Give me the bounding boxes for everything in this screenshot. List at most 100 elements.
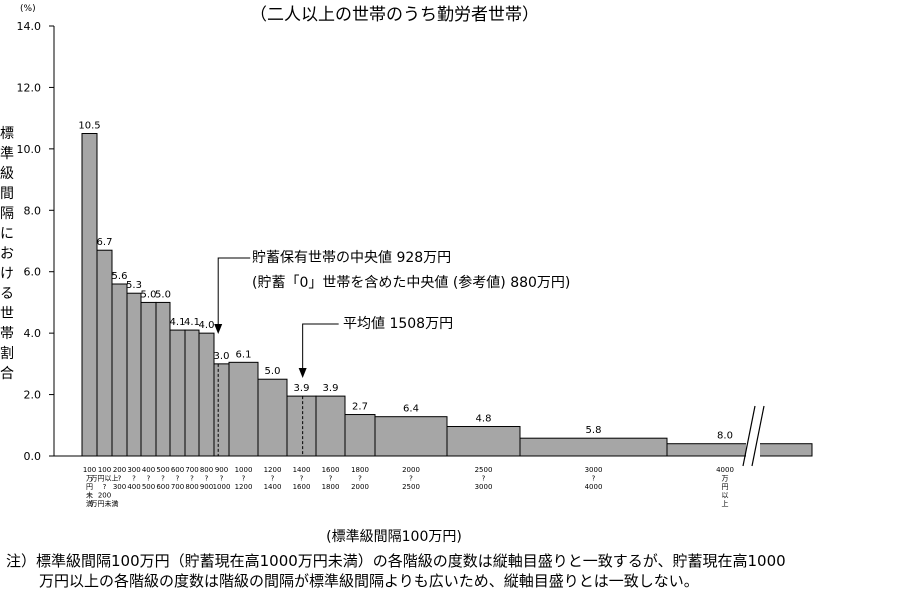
bar-value-label: 6.4 (403, 404, 419, 415)
x-tick-label: 1400?1600 (293, 466, 311, 491)
x-tick-label: 900?1000 (213, 466, 231, 491)
x-tick-label-line: 700 (185, 466, 198, 474)
bar-value-label: 5.3 (126, 280, 142, 291)
y-tick-label: 4.0 (24, 327, 42, 340)
x-tick-label-line: 800 (200, 466, 213, 474)
y-axis-title-char: 合 (0, 366, 14, 382)
mean-leader-line (302, 323, 339, 372)
x-tick-label-line: 未 (86, 491, 93, 500)
x-tick-label-line: 900 (200, 483, 213, 491)
bar-value-label: 3.9 (323, 383, 339, 394)
histogram-bar (228, 361, 259, 457)
x-tick-label-line: 600 (156, 483, 169, 491)
x-tick-label-line: 200 (98, 492, 111, 500)
x-tick-label-line: 400 (127, 483, 140, 491)
x-tick-label-line: 300 (127, 466, 140, 474)
x-tick-label-line: ? (118, 475, 122, 483)
y-axis-title-char: に (0, 226, 14, 242)
x-tick-label-line: 2000 (351, 483, 369, 491)
x-tick-label-line: 万円以上 (91, 474, 119, 483)
x-tick-label: 700?800 (185, 466, 198, 491)
x-tick-label: 1000?1200 (235, 466, 253, 491)
bar-value-label: 10.5 (78, 121, 100, 132)
x-tick-label-line: 1800 (322, 483, 340, 491)
x-tick-label-line: ? (358, 475, 362, 483)
histogram-bar (446, 426, 521, 457)
y-axis-title-char: 帯 (0, 326, 14, 342)
bar-value-label: 5.0 (155, 289, 171, 300)
x-tick-label-line: 以 (722, 492, 729, 500)
y-unit-label: (%) (20, 4, 36, 14)
histogram-bar (198, 332, 215, 457)
x-tick-label-line: 4000 (585, 483, 603, 491)
y-tick-label: 14.0 (17, 20, 42, 33)
y-axis-title-char: 間 (0, 186, 14, 202)
y-axis-title-char: 級 (0, 166, 14, 182)
x-tick-label-line: 万 (722, 475, 729, 483)
bar-value-label: 5.6 (112, 271, 128, 282)
x-tick-label-line: ? (242, 475, 246, 483)
axis-break-line (742, 405, 756, 467)
x-tick-label-line: 2500 (402, 483, 420, 491)
x-tick-label-line: 1400 (293, 466, 311, 474)
histogram-bar (169, 329, 186, 457)
x-tick-label-line: 3000 (585, 466, 603, 474)
x-tick-label-line: 1200 (264, 466, 282, 474)
bar-value-label: 5.0 (141, 289, 157, 300)
histogram-bar (184, 329, 200, 457)
x-tick-label: 2000?2500 (402, 466, 420, 491)
y-tick-label: 12.0 (17, 81, 42, 94)
y-axis-title-char: け (0, 266, 14, 282)
x-tick-label: 300?400 (127, 466, 140, 491)
x-tick-label: 500?600 (156, 466, 169, 491)
x-tick-label: 400?500 (142, 466, 155, 491)
bar-value-label: 6.7 (97, 237, 113, 248)
axis-break-gap (746, 405, 760, 465)
chart-subtitle: （二人以上の世帯のうち勤労者世帯） (250, 5, 539, 25)
footnote-line-1: 注）標準級間隔100万円（貯蓄現在高1000万円未満）の各階級の度数は縦軸目盛り… (6, 552, 786, 570)
bar-value-label: 6.1 (236, 349, 252, 360)
x-tick-label: 200?300 (113, 466, 126, 491)
x-tick-label-line: 100 (83, 466, 96, 474)
x-tick-label-line: ? (132, 475, 136, 483)
x-tick-label-line: 600 (171, 466, 184, 474)
x-tick-label-line: 200 (113, 466, 126, 474)
x-tick-label-line: 万 (86, 475, 93, 483)
x-tick-label-line: ? (103, 483, 107, 491)
x-tick-label-line: 4000 (716, 466, 734, 474)
bar-value-label: 4.1 (184, 317, 200, 328)
y-tick-label: 6.0 (24, 266, 42, 279)
histogram-bar (96, 249, 113, 457)
x-tick-label-line: ? (147, 475, 151, 483)
x-tick-label-line: 2500 (475, 466, 493, 474)
mean-label: 平均値 1508万円 (343, 316, 453, 332)
x-tick-label-line: 1600 (293, 483, 311, 491)
bar-value-label: 8.0 (717, 431, 733, 442)
x-tick-label: 1800?2000 (351, 466, 369, 491)
x-tick-label-line: 800 (185, 483, 198, 491)
y-axis-title-char: 標 (0, 126, 14, 142)
histogram-bar (519, 437, 668, 457)
bar-value-label: 4.0 (199, 320, 215, 331)
x-tick-label-line: ? (482, 475, 486, 483)
histogram-bar (126, 292, 142, 457)
histogram-bar (666, 443, 813, 457)
y-axis-title-char: 割 (0, 345, 14, 362)
histogram-bar (286, 395, 317, 457)
x-tick-label-line: ? (409, 475, 413, 483)
x-tick-label-line: 万円未満 (91, 499, 119, 508)
x-tick-label-line: ? (220, 475, 224, 483)
median-leader-line (217, 257, 251, 328)
x-tick-label-line: 300 (113, 483, 126, 491)
x-tick-label-line: 1600 (322, 466, 340, 474)
x-tick-label-line: 400 (142, 466, 155, 474)
bar-value-label: 2.7 (352, 402, 368, 413)
x-tick-label-line: ? (329, 475, 333, 483)
y-tick-label: 2.0 (24, 389, 42, 402)
x-tick-label-line: ? (592, 475, 596, 483)
median-reference-label: (貯蓄「0」世帯を含めた中央値 (参考値) 880万円) (252, 274, 570, 291)
x-tick-label-line: ? (300, 475, 304, 483)
bar-value-label: 4.1 (170, 317, 186, 328)
